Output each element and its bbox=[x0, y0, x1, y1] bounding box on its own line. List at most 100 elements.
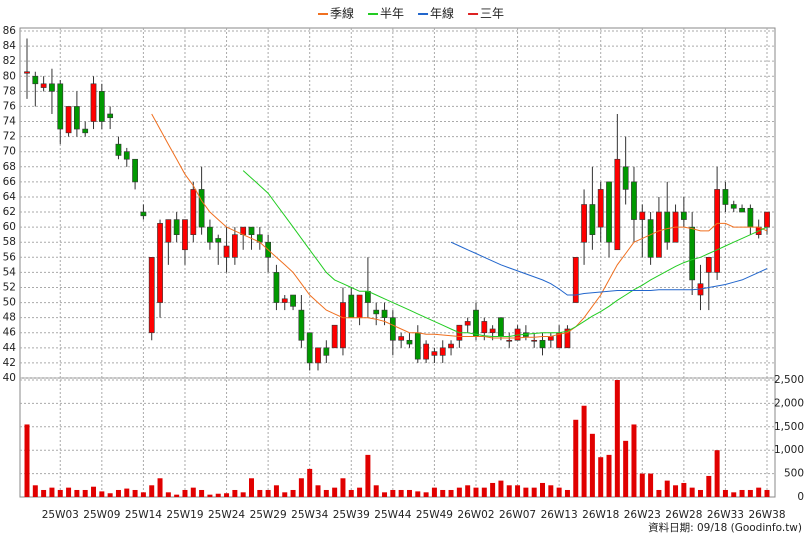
legend-label: 年線 bbox=[430, 6, 454, 21]
y-tick-label: 80 bbox=[3, 70, 16, 82]
volume-bar bbox=[66, 487, 72, 497]
volume-bar bbox=[57, 489, 63, 497]
y-tick-label: 68 bbox=[3, 161, 16, 173]
y-tick-label: 78 bbox=[3, 85, 16, 97]
candle-body bbox=[182, 219, 188, 251]
volume-bar bbox=[348, 489, 354, 497]
volume-bar bbox=[589, 433, 595, 497]
x-tick-label: 25W44 bbox=[374, 509, 411, 521]
candle-body bbox=[190, 189, 197, 235]
candle-body bbox=[647, 219, 654, 258]
candle-body bbox=[207, 226, 213, 243]
volume-bar bbox=[689, 487, 695, 497]
candle-body bbox=[107, 113, 114, 119]
x-tick-label: 26W18 bbox=[582, 509, 619, 521]
candle-body bbox=[340, 302, 346, 349]
y-tick-label: 74 bbox=[3, 116, 17, 128]
volume-bar bbox=[406, 489, 412, 497]
volume-bar bbox=[298, 478, 304, 497]
candle-body bbox=[389, 317, 396, 341]
candle-body bbox=[231, 234, 238, 258]
candle-body bbox=[323, 347, 330, 356]
volume-bar bbox=[664, 480, 670, 497]
candle-body bbox=[165, 219, 172, 243]
candle-body bbox=[373, 309, 380, 315]
y2-tick-label: 0 bbox=[797, 491, 804, 503]
x-tick-label: 26W13 bbox=[541, 509, 578, 521]
volume-bar bbox=[764, 489, 770, 497]
volume-bar bbox=[149, 485, 155, 497]
candle-body bbox=[398, 336, 405, 341]
y2-tick-label: 1,000 bbox=[774, 444, 804, 456]
candle-body bbox=[423, 343, 429, 360]
candle-body bbox=[248, 226, 255, 235]
volume-bar bbox=[32, 485, 38, 497]
volume-bar bbox=[24, 424, 30, 497]
candle-body bbox=[597, 189, 604, 228]
candle-body bbox=[365, 290, 371, 303]
volume-bar bbox=[448, 489, 454, 497]
volume-bar bbox=[614, 380, 620, 497]
candle-body bbox=[290, 294, 296, 307]
volume-bar bbox=[273, 485, 279, 497]
y-tick-label: 60 bbox=[3, 221, 16, 233]
candle-body bbox=[689, 226, 696, 281]
volume-bar bbox=[74, 489, 80, 497]
volume-bar bbox=[515, 485, 521, 497]
candle-body bbox=[281, 298, 288, 303]
volume-bar bbox=[182, 489, 188, 497]
volume-bar bbox=[564, 489, 570, 497]
y-tick-label: 84 bbox=[3, 40, 17, 52]
y-tick-label: 62 bbox=[3, 206, 16, 218]
candle-body bbox=[90, 83, 97, 122]
candle-body bbox=[306, 332, 313, 364]
volume-bar bbox=[473, 487, 479, 497]
y-tick-label: 76 bbox=[3, 100, 17, 112]
volume-bar bbox=[265, 489, 271, 497]
volume-bar bbox=[373, 485, 379, 497]
volume-bar bbox=[631, 424, 637, 497]
candle-body bbox=[464, 321, 471, 326]
volume-bar bbox=[639, 473, 645, 497]
candle-body bbox=[198, 189, 205, 228]
x-tick-label: 26W07 bbox=[499, 509, 536, 521]
candle-body bbox=[722, 189, 729, 205]
legend-label: 季線 bbox=[330, 6, 354, 21]
candle-body bbox=[414, 332, 421, 360]
volume-bar bbox=[249, 478, 254, 497]
candle-body bbox=[356, 294, 363, 318]
volume-bar bbox=[132, 489, 138, 497]
candle-body bbox=[148, 257, 155, 334]
y-tick-label: 54 bbox=[3, 266, 17, 278]
footer: 資料日期: 09/18 (Goodinfo.tw) bbox=[648, 521, 802, 534]
y-tick-label: 56 bbox=[3, 251, 17, 263]
candle-body bbox=[489, 328, 496, 334]
candle-body bbox=[98, 91, 105, 122]
candle-body bbox=[656, 211, 662, 258]
volume-bar bbox=[423, 492, 429, 497]
volume-bar bbox=[82, 489, 88, 497]
candle-body bbox=[123, 151, 130, 160]
volume-bar bbox=[656, 489, 662, 497]
volume-bar bbox=[747, 489, 753, 497]
volume-bar bbox=[315, 485, 321, 497]
volume-bar bbox=[91, 486, 97, 497]
candle-body bbox=[539, 339, 546, 349]
candle-body bbox=[448, 343, 454, 349]
candle-body bbox=[639, 211, 646, 220]
legend-label: 三年 bbox=[480, 7, 504, 21]
volume-bar bbox=[41, 489, 47, 497]
candle-body bbox=[680, 211, 687, 220]
candle-body bbox=[531, 339, 538, 342]
candle-body bbox=[331, 324, 338, 349]
x-tick-label: 25W34 bbox=[291, 509, 328, 521]
volume-bar bbox=[506, 485, 512, 497]
volume-bar bbox=[365, 454, 371, 497]
candle-body bbox=[764, 211, 770, 228]
volume-bar bbox=[215, 493, 221, 497]
y-tick-label: 46 bbox=[3, 327, 17, 339]
volume-bar bbox=[415, 491, 421, 497]
legend-label: 半年 bbox=[380, 7, 404, 21]
candle-body bbox=[631, 181, 637, 220]
